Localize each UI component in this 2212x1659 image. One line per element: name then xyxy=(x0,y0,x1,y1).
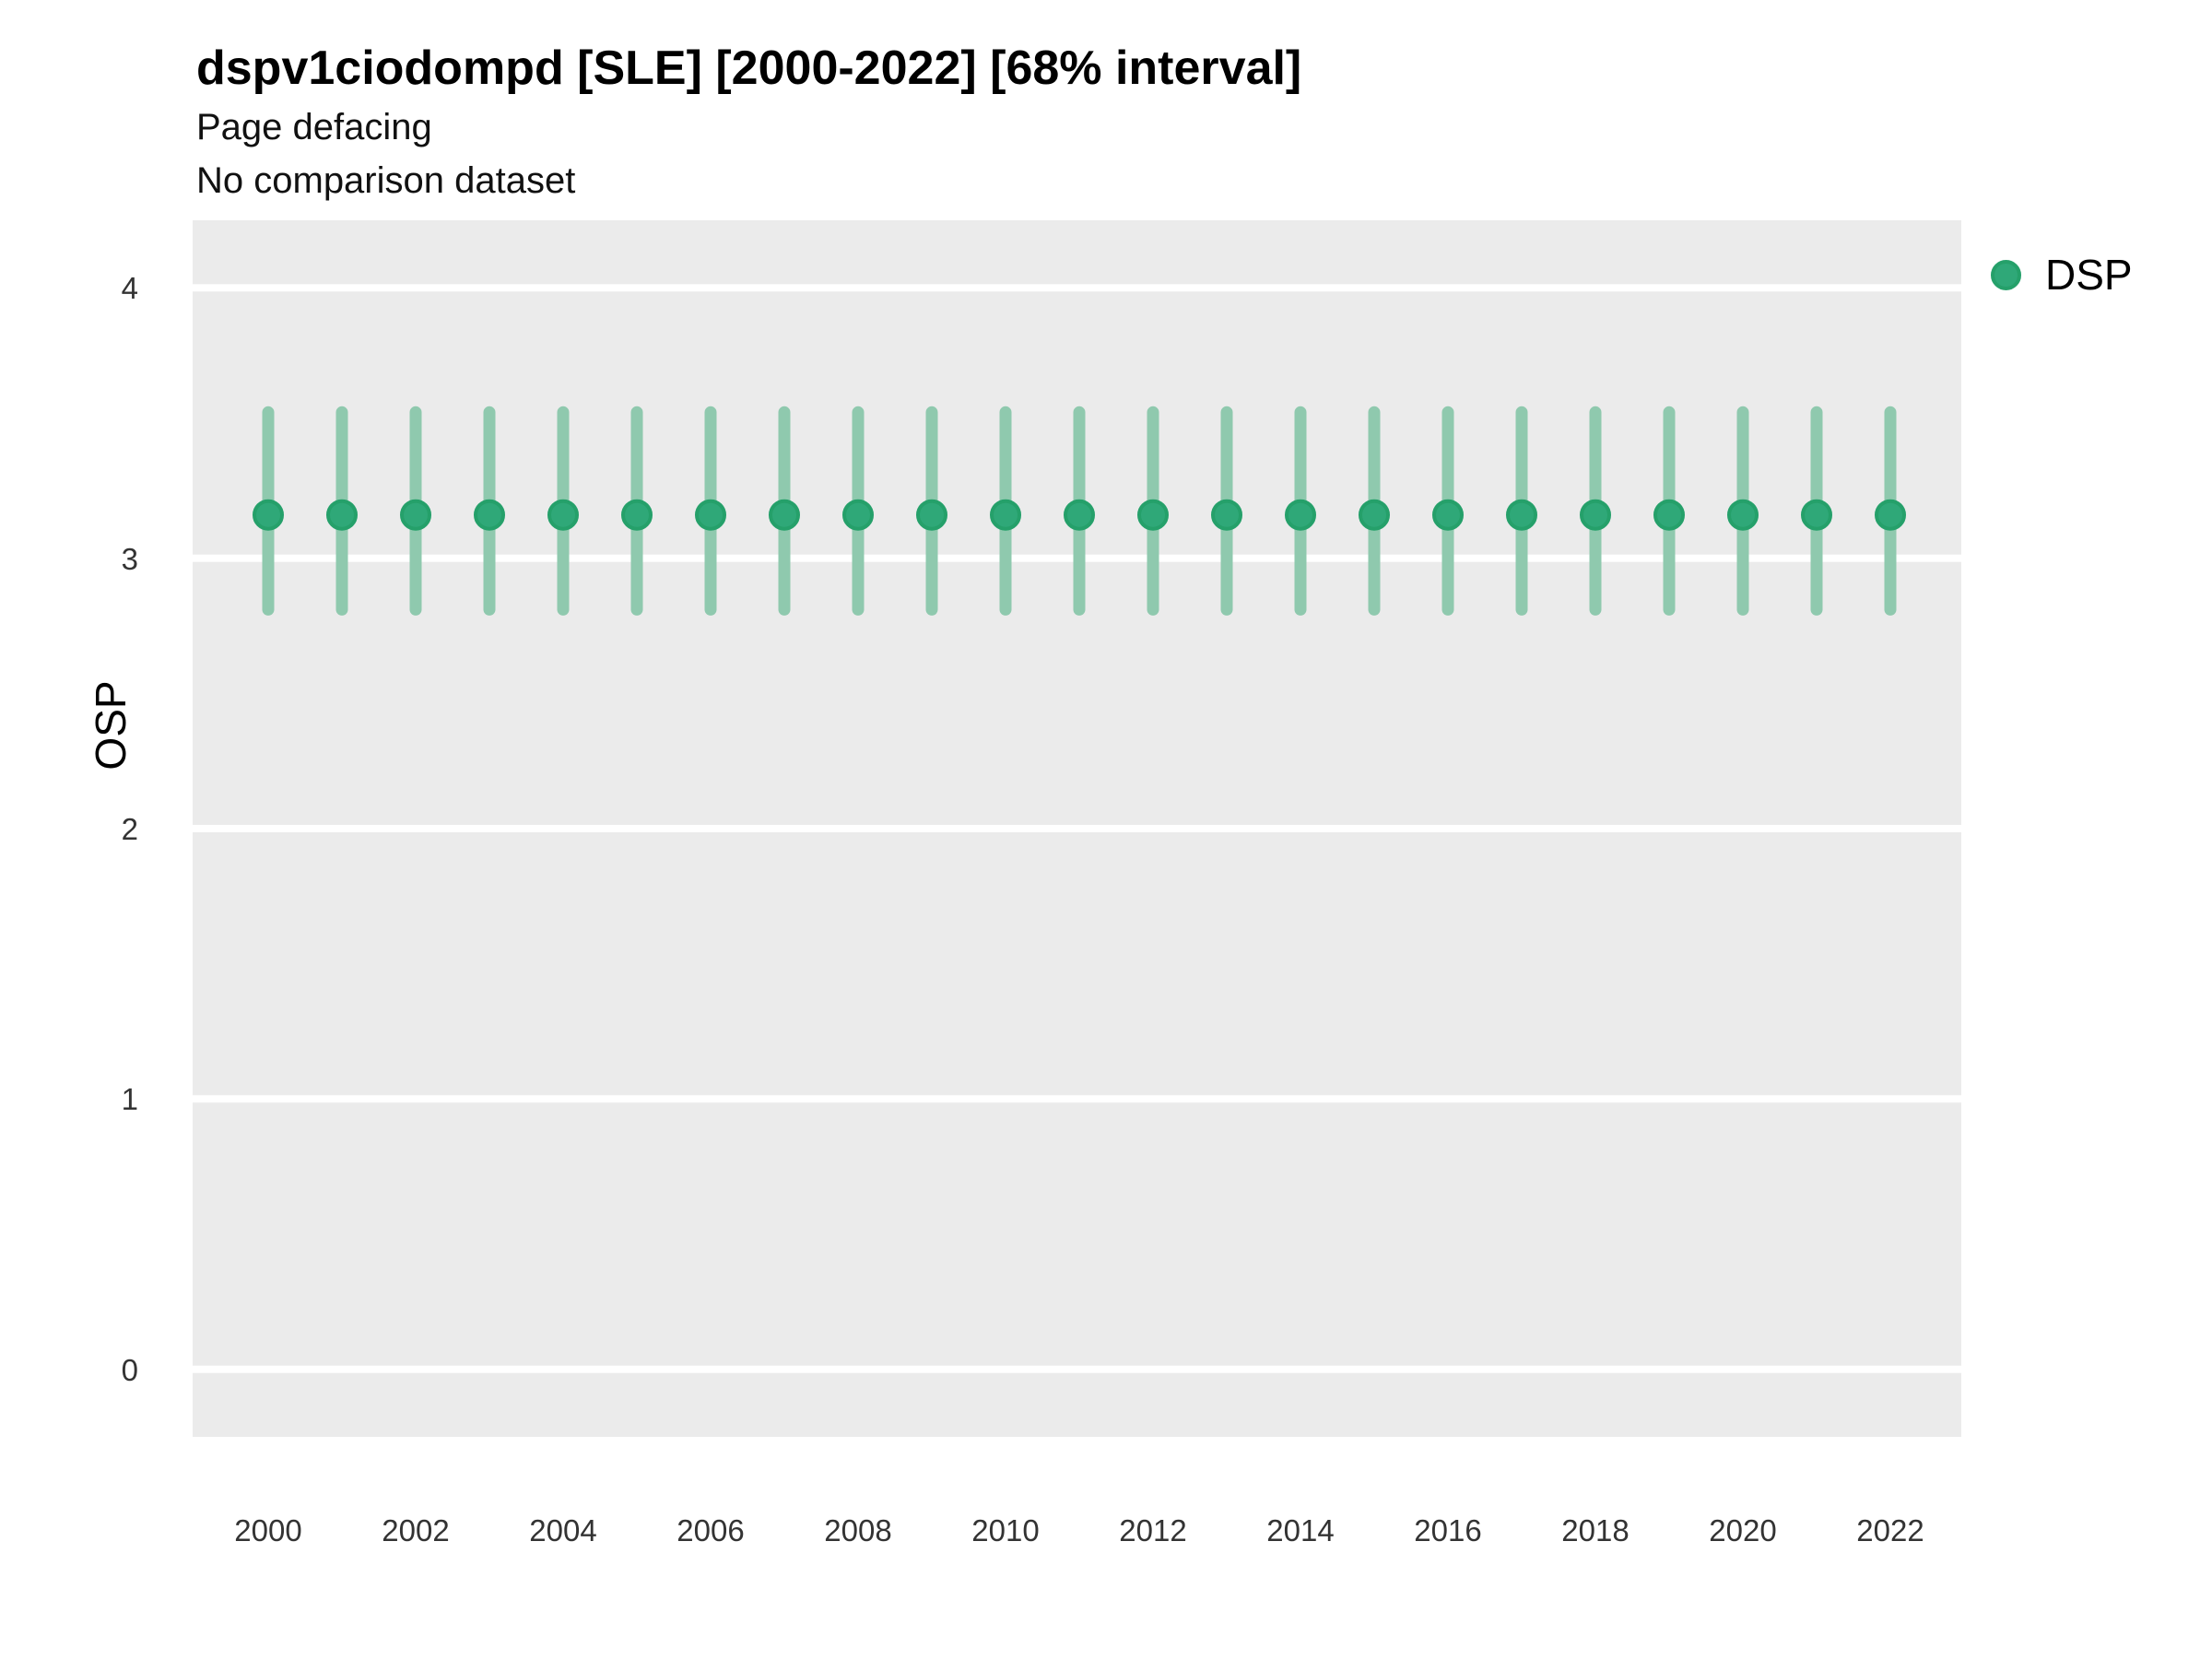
data-point-marker xyxy=(400,499,431,531)
data-point-marker xyxy=(769,499,800,531)
data-point-marker xyxy=(253,499,284,531)
data-point-marker xyxy=(1653,499,1685,531)
legend-label: DSP xyxy=(2045,251,2133,299)
gridline xyxy=(193,825,1961,832)
y-tick-label: 3 xyxy=(121,541,138,576)
y-axis-title: OSP xyxy=(87,680,135,771)
data-point-marker xyxy=(916,499,947,531)
x-tick-label: 2022 xyxy=(1856,1513,1924,1547)
data-point-marker xyxy=(1285,499,1316,531)
data-point-marker xyxy=(1727,499,1759,531)
x-tick-label: 2000 xyxy=(234,1513,302,1547)
y-tick-label: 4 xyxy=(121,271,138,306)
x-tick-label: 2016 xyxy=(1414,1513,1482,1547)
gridline xyxy=(193,284,1961,292)
legend: DSP xyxy=(1991,251,2203,299)
data-point-marker xyxy=(1211,499,1242,531)
x-tick-label: 2008 xyxy=(824,1513,892,1547)
plot-panel-canvas xyxy=(193,284,1961,1373)
x-tick-label: 2014 xyxy=(1266,1513,1335,1547)
y-tick-label: 2 xyxy=(121,812,138,846)
gridline xyxy=(193,1095,1961,1103)
chart-subtitle: Page defacing xyxy=(196,107,432,147)
data-point-marker xyxy=(474,499,505,531)
y-tick-label: 1 xyxy=(121,1082,138,1117)
y-tick-label: 0 xyxy=(121,1352,138,1387)
data-point-marker xyxy=(842,499,874,531)
data-point-marker xyxy=(695,499,726,531)
data-point-marker xyxy=(621,499,653,531)
data-point-marker xyxy=(990,499,1021,531)
x-tick-label: 2020 xyxy=(1709,1513,1777,1547)
chart-annotation: No comparison dataset xyxy=(196,160,576,201)
plot-panel xyxy=(193,220,1961,1437)
data-point-marker xyxy=(1506,499,1537,531)
chart-title: dspv1ciodompd [SLE] [2000-2022] [68% int… xyxy=(196,41,1302,95)
data-point-marker xyxy=(326,499,358,531)
data-point-marker xyxy=(1137,499,1169,531)
data-point-marker xyxy=(1580,499,1611,531)
gridline xyxy=(193,1365,1961,1373)
data-point-marker xyxy=(547,499,579,531)
data-point-marker xyxy=(1359,499,1390,531)
x-tick-label: 2002 xyxy=(382,1513,450,1547)
data-point-marker xyxy=(1064,499,1095,531)
data-point-marker xyxy=(1801,499,1832,531)
legend-point-icon xyxy=(1991,259,2021,290)
x-tick-label: 2004 xyxy=(529,1513,597,1547)
x-tick-label: 2012 xyxy=(1119,1513,1187,1547)
x-tick-label: 2006 xyxy=(677,1513,745,1547)
data-point-marker xyxy=(1432,499,1464,531)
data-point-marker xyxy=(1875,499,1906,531)
x-tick-label: 2018 xyxy=(1561,1513,1630,1547)
x-tick-label: 2010 xyxy=(971,1513,1040,1547)
